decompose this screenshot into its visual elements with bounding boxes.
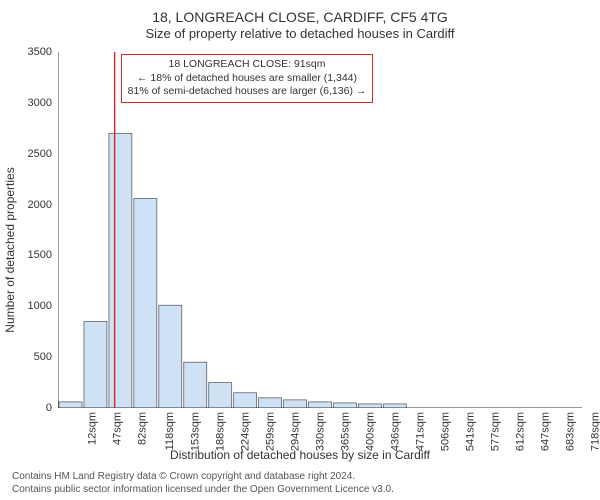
y-tick-label: 2500 — [28, 148, 52, 160]
annotation-line-2: ← 18% of detached houses are smaller (1,… — [128, 72, 367, 86]
page-subtitle: Size of property relative to detached ho… — [0, 26, 600, 46]
x-tick-label: 259sqm — [265, 412, 277, 451]
callout-annotation: 18 LONGREACH CLOSE: 91sqm ← 18% of detac… — [121, 54, 374, 103]
x-tick-label: 365sqm — [340, 412, 352, 451]
annotation-line-1: 18 LONGREACH CLOSE: 91sqm — [128, 58, 367, 72]
x-tick-label: 683sqm — [564, 412, 576, 451]
x-tick-label: 436sqm — [389, 412, 401, 451]
x-tick-label: 718sqm — [589, 412, 600, 451]
x-tick-label: 12sqm — [87, 412, 99, 445]
x-tick-label: 400sqm — [365, 412, 377, 451]
x-tick-label: 153sqm — [190, 412, 202, 451]
chart-area: 18 LONGREACH CLOSE: 91sqm ← 18% of detac… — [58, 52, 582, 408]
x-tick-label: 541sqm — [464, 412, 476, 451]
y-tick-label: 3000 — [28, 97, 52, 109]
y-tick-label: 3500 — [28, 46, 52, 58]
y-tick-label: 2000 — [28, 199, 52, 211]
footer-line-2: Contains public sector information licen… — [12, 484, 588, 497]
x-tick-label: 577sqm — [489, 412, 501, 451]
histogram-chart — [58, 52, 582, 408]
x-tick-label: 506sqm — [439, 412, 451, 451]
x-tick-label: 82sqm — [137, 412, 149, 445]
x-tick-label: 330sqm — [315, 412, 327, 451]
y-tick-label: 500 — [34, 351, 52, 363]
x-tick-label: 294sqm — [290, 412, 302, 451]
x-tick-label: 471sqm — [414, 412, 426, 451]
x-axis-label: Distribution of detached houses by size … — [0, 448, 600, 462]
y-axis-label: Number of detached properties — [3, 167, 17, 332]
page-title: 18, LONGREACH CLOSE, CARDIFF, CF5 4TG — [0, 0, 600, 26]
x-tick-label: 47sqm — [112, 412, 124, 445]
annotation-line-3: 81% of semi-detached houses are larger (… — [128, 85, 367, 99]
y-tick-label: 1000 — [28, 300, 52, 312]
x-tick-label: 118sqm — [164, 412, 176, 450]
chart-container: 18, LONGREACH CLOSE, CARDIFF, CF5 4TG Si… — [0, 0, 600, 500]
x-tick-label: 224sqm — [240, 412, 252, 451]
x-tick-label: 612sqm — [514, 412, 526, 451]
x-tick-label: 188sqm — [215, 412, 227, 451]
y-tick-label: 0 — [46, 402, 52, 414]
footer-line-1: Contains HM Land Registry data © Crown c… — [12, 471, 588, 484]
y-tick-label: 1500 — [28, 249, 52, 261]
footer-attribution: Contains HM Land Registry data © Crown c… — [12, 471, 588, 496]
x-tick-label: 647sqm — [539, 412, 551, 451]
